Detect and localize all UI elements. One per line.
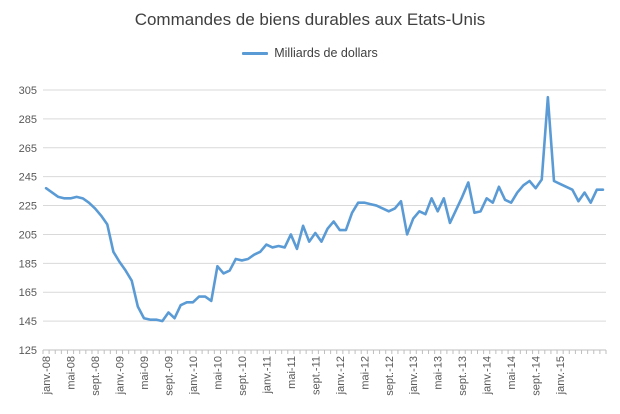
- x-tick-label: mai-13: [433, 356, 445, 390]
- x-tick-label: sept.-10: [237, 356, 249, 396]
- chart-title: Commandes de biens durables aux Etats-Un…: [134, 10, 486, 29]
- series-line: [44, 95, 605, 323]
- legend-label: Milliards de dollars: [274, 46, 378, 60]
- x-tick-label: janv.-11: [261, 356, 273, 395]
- x-tick-label: janv.-15: [555, 356, 567, 395]
- x-tick-label: janv.-09: [114, 356, 126, 395]
- y-tick-label: 185: [19, 258, 37, 270]
- y-tick-label: 265: [19, 143, 37, 155]
- legend: Milliards de dollars: [0, 46, 620, 60]
- x-tick-label: mai-08: [66, 356, 78, 390]
- x-tick-label: janv.-10: [188, 356, 200, 395]
- x-tick-label: sept.-13: [457, 356, 469, 396]
- legend-line-swatch: [242, 51, 269, 55]
- y-tick-label: 285: [19, 114, 37, 126]
- y-axis-ticks: 125 145 165 185 205 225 245 265 285 305: [19, 85, 37, 357]
- x-tick-label: sept.-12: [384, 356, 396, 396]
- x-axis: janv.-08 mai-08 sept.-08 janv.-09 mai-09 sept…: [41, 349, 607, 396]
- gridlines: [43, 89, 606, 351]
- x-tick-label: janv.-08: [41, 356, 53, 395]
- x-tick-label: mai-14: [506, 356, 518, 390]
- x-tick-label: janv.-13: [408, 356, 420, 395]
- x-tick-label: janv.-14: [482, 356, 494, 395]
- x-tick-label: sept.-14: [531, 356, 543, 396]
- x-tick-label: janv.-12: [335, 356, 347, 395]
- x-tick-label: mai-10: [212, 356, 224, 390]
- x-tick-label: sept.-11: [310, 356, 322, 395]
- x-tick-label: mai-11: [286, 356, 298, 389]
- y-tick-label: 145: [19, 316, 37, 328]
- x-tick-label: mai-12: [359, 356, 371, 390]
- y-tick-label: 125: [19, 345, 37, 357]
- x-tick-label: sept.-09: [163, 356, 175, 396]
- y-tick-label: 205: [19, 229, 37, 241]
- x-tick-label: mai-09: [139, 356, 151, 390]
- series-line-path: [44, 95, 605, 323]
- y-tick-label: 225: [19, 201, 37, 213]
- y-tick-label: 305: [19, 85, 37, 97]
- y-tick-label: 245: [19, 172, 37, 184]
- y-tick-label: 165: [19, 287, 37, 299]
- x-tick-label: sept.-08: [90, 356, 102, 396]
